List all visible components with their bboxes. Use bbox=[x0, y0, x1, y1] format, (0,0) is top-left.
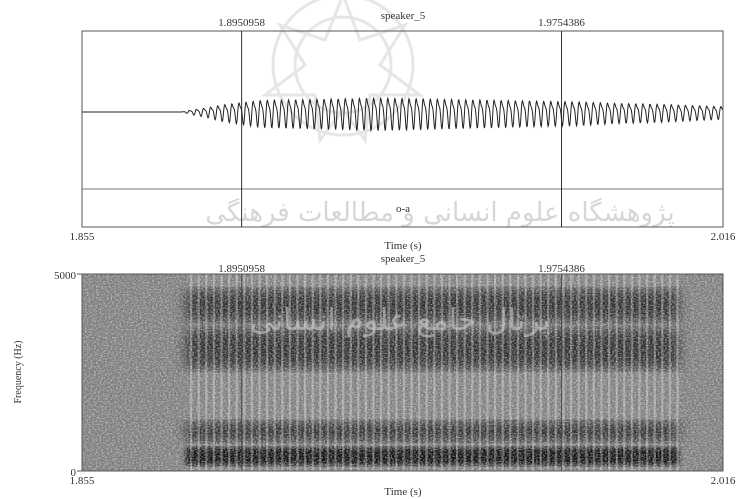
waveform-interval-label: o-a bbox=[396, 203, 410, 215]
watermark-emblem bbox=[260, 0, 425, 144]
waveform-x-axis-label: Time (s) bbox=[384, 240, 422, 252]
spectrogram-x-axis-label: Time (s) bbox=[384, 486, 422, 498]
waveform-panel: speaker_5 1.8950958 1.9754386 o-a 1.855 … bbox=[70, 10, 736, 252]
spectrogram-frame bbox=[81, 273, 724, 472]
spectrogram-cursor-2-label: 1.9754386 bbox=[538, 263, 585, 275]
waveform-frame bbox=[81, 30, 724, 228]
spectrogram-cursor-1-label: 1.8950958 bbox=[218, 263, 265, 275]
spectrogram-title: speaker_5 bbox=[381, 253, 426, 265]
spectrogram-y-tick-bottom: 0 bbox=[71, 467, 77, 479]
spectrogram-y-axis-label: Frequency (Hz) bbox=[13, 340, 24, 403]
spectrogram-y-tick-top: 5000 bbox=[54, 270, 77, 282]
waveform-signal bbox=[82, 96, 724, 133]
waveform-x-tick-start: 1.855 bbox=[70, 231, 95, 243]
waveform-title: speaker_5 bbox=[381, 10, 426, 22]
spectrogram-panel: speaker_5 1.8950958 1.9754386 پرتال جامع… bbox=[13, 253, 736, 498]
watermark-top-line: پژوهشگاه علوم انسانی و مطالعات فرهنگی bbox=[205, 197, 674, 228]
spectrogram-x-tick-start: 1.855 bbox=[70, 475, 95, 487]
spectrogram-image bbox=[82, 274, 723, 471]
waveform-cursor-1-label: 1.8950958 bbox=[218, 17, 265, 29]
waveform-x-tick-end: 2.016 bbox=[711, 231, 736, 243]
watermark-center-text: پرتال جامع علوم انسانی bbox=[250, 303, 550, 338]
spectrogram-x-tick-end: 2.016 bbox=[711, 475, 736, 487]
waveform-cursor-2-label: 1.9754386 bbox=[538, 17, 585, 29]
